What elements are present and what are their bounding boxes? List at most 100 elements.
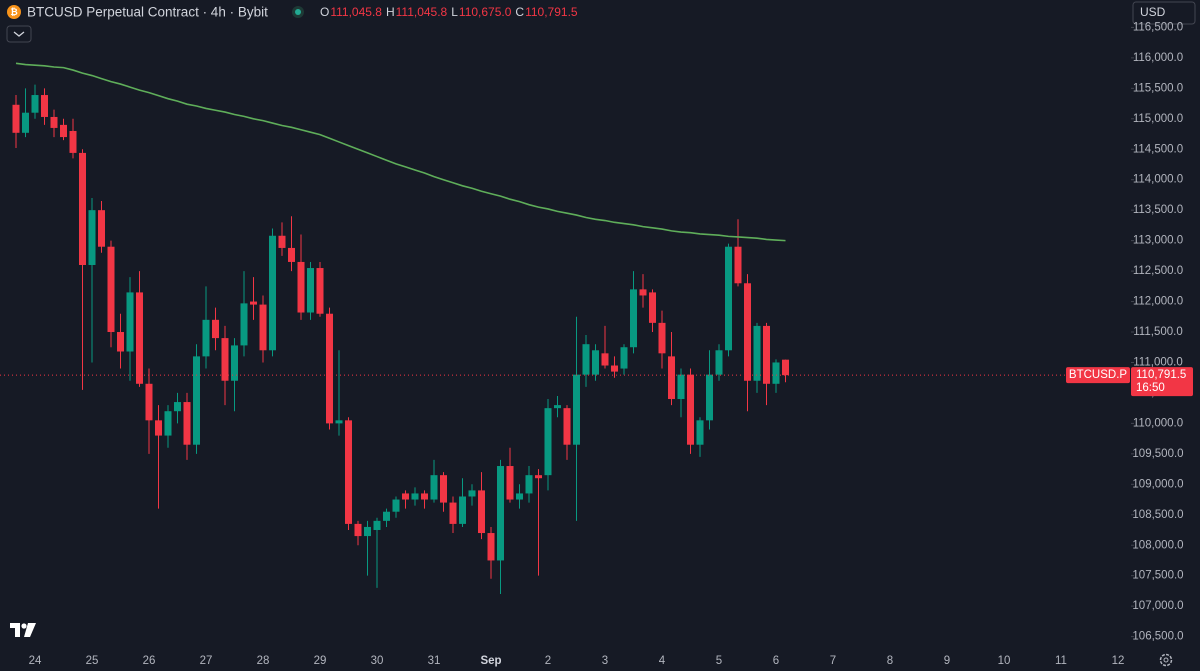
- candle-body: [497, 466, 504, 561]
- candle-body: [772, 362, 780, 384]
- candle-body: [449, 502, 457, 524]
- candle-body: [297, 261, 305, 313]
- settings-icon[interactable]: [1159, 653, 1173, 667]
- candle-body: [98, 210, 105, 247]
- candle-body: [544, 408, 552, 476]
- y-tick-label: 108,000.0: [1132, 539, 1183, 551]
- x-tick-label: 11: [1055, 655, 1067, 667]
- candle-body: [687, 374, 694, 445]
- candle-body: [288, 247, 295, 262]
- candle-body: [763, 325, 770, 384]
- y-tick-label: 111,000.0: [1133, 356, 1182, 368]
- candle-body: [706, 374, 713, 421]
- candle-body: [535, 475, 542, 479]
- candle-body: [696, 420, 704, 445]
- ohlc-key: H: [386, 5, 395, 19]
- candle-body: [307, 268, 314, 313]
- logo-part: [21, 623, 27, 629]
- currency-dropdown[interactable]: [1132, 1, 1196, 25]
- candle-body: [212, 319, 219, 339]
- candle-body: [174, 402, 181, 412]
- candle-body: [392, 499, 400, 512]
- candle-body: [468, 490, 476, 497]
- candle-body: [383, 511, 390, 521]
- candle-body: [411, 493, 419, 500]
- candle-body: [145, 383, 153, 421]
- x-tick-label: 25: [86, 655, 99, 667]
- coin-glyph: ₿: [10, 7, 17, 17]
- candle-body: [50, 116, 58, 128]
- candle-body: [753, 325, 761, 381]
- candle-body: [12, 104, 20, 133]
- candle-body: [335, 420, 343, 424]
- x-tick-label: 27: [200, 655, 213, 667]
- candle-body: [677, 374, 685, 400]
- candle-body: [88, 210, 96, 265]
- symbol-tag-label: BTCUSD.P: [1069, 369, 1127, 381]
- y-tick-label: 109,000.0: [1132, 478, 1183, 490]
- ohlc-key: O: [320, 5, 329, 19]
- candle-body: [126, 292, 134, 352]
- x-tick-label: 12: [1112, 655, 1125, 667]
- candle-body: [649, 292, 656, 323]
- y-tick-label: 107,500.0: [1132, 570, 1183, 582]
- x-tick-label: 26: [143, 655, 156, 667]
- candle-body: [563, 408, 571, 445]
- y-tick-label: 114,500.0: [1133, 143, 1183, 155]
- candle-body: [269, 235, 276, 351]
- y-tick-label: 107,000.0: [1132, 600, 1183, 612]
- symbol-title: BTCUSD Perpetual Contract · 4h · Bybit: [27, 5, 268, 20]
- logo-part: [24, 623, 36, 637]
- candle-body: [715, 350, 723, 375]
- candle-body: [554, 405, 561, 409]
- candle-body: [193, 356, 200, 445]
- x-tick-label: 7: [830, 655, 836, 667]
- candle-body: [345, 420, 352, 524]
- chevron-icon: [13, 31, 25, 37]
- y-tick-label: 113,000.0: [1133, 235, 1183, 247]
- y-tick-label: 109,500.0: [1132, 448, 1183, 460]
- ohlc-key: C: [515, 5, 524, 19]
- candle-body: [117, 332, 124, 352]
- y-tick-label: 116,500.0: [1133, 21, 1183, 33]
- moving-average: [15, 62, 786, 242]
- x-tick-label: 3: [602, 655, 608, 667]
- y-tick-label: 115,500.0: [1133, 82, 1183, 94]
- price-tag-countdown: 16:50: [1136, 382, 1165, 394]
- candle-body: [601, 353, 609, 366]
- price-tag: [1131, 367, 1193, 397]
- candle-body: [620, 347, 628, 369]
- candle-body: [658, 322, 666, 354]
- candle-body: [630, 289, 637, 348]
- x-tick-label: 6: [773, 655, 779, 667]
- candle-body: [402, 493, 409, 500]
- x-tick-label: Sep: [480, 655, 501, 667]
- candle-body: [364, 526, 371, 537]
- y-tick-label: 108,500.0: [1132, 509, 1183, 521]
- candle-body: [459, 496, 466, 524]
- candle-body: [725, 246, 732, 351]
- candle-body: [744, 283, 751, 381]
- candle-body: [582, 344, 590, 375]
- candle-body: [221, 338, 229, 381]
- candle-body: [79, 152, 86, 265]
- candle-body: [240, 303, 248, 346]
- candle-body: [430, 475, 438, 500]
- candle-body: [107, 246, 115, 333]
- collapse-button[interactable]: [6, 25, 32, 43]
- candle-body: [155, 420, 162, 436]
- x-tick-label: 5: [716, 655, 722, 667]
- logo-part: [10, 623, 20, 637]
- candle-body: [69, 130, 77, 153]
- candle-body: [478, 490, 485, 534]
- y-tick-label: 111,500.0: [1133, 326, 1182, 338]
- x-tick-label: 29: [314, 655, 327, 667]
- candle-body: [516, 493, 523, 500]
- candle-body: [373, 520, 381, 530]
- y-tick-label: 116,000.0: [1133, 52, 1183, 64]
- candle-body: [316, 268, 324, 314]
- candle-body: [440, 475, 447, 503]
- candle-body: [506, 466, 514, 500]
- y-tick-label: 113,500.0: [1133, 204, 1183, 216]
- y-tick-label: 112,500.0: [1133, 265, 1183, 277]
